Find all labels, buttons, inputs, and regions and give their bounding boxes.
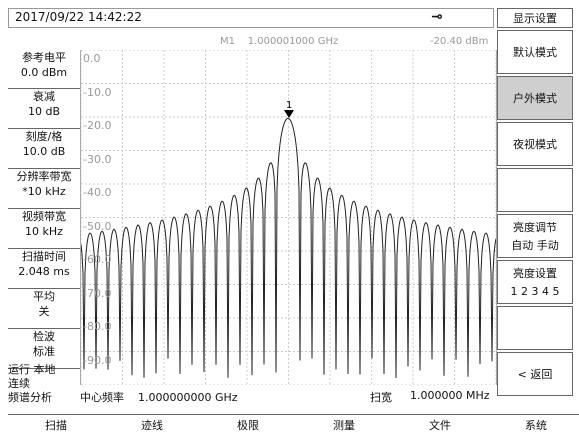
vbw[interactable]: 视频带宽 10 kHz bbox=[8, 209, 80, 249]
y-label: -50.0 bbox=[83, 220, 111, 233]
plug-icon: ⊸ bbox=[431, 9, 443, 25]
y-label: -20.0 bbox=[83, 119, 111, 132]
tab-sweep[interactable]: 扫描 bbox=[8, 414, 104, 436]
freq-info: 中心频率 1.000000000 GHz 扫宽 1.000000 MHz bbox=[80, 389, 495, 405]
default-mode-button[interactable]: 默认模式 bbox=[497, 30, 573, 74]
rbw[interactable]: 分辨率带宽 *10 kHz bbox=[8, 169, 80, 209]
status-bar: 2017/09/22 14:42:22 ⊸ bbox=[8, 8, 494, 28]
empty-button-2 bbox=[497, 306, 573, 350]
y-label: -40.0 bbox=[83, 186, 111, 199]
tab-file[interactable]: 文件 bbox=[392, 414, 488, 436]
tab-limit[interactable]: 极限 bbox=[200, 414, 296, 436]
svg-text:1: 1 bbox=[286, 100, 292, 111]
scale-div[interactable]: 刻度/格 10.0 dB bbox=[8, 129, 80, 169]
brightness-adjust[interactable]: 亮度调节 自动 手动 bbox=[497, 214, 573, 258]
right-menu: 显示设置 默认模式 户外模式 夜视模式 亮度调节 自动 手动 亮度设置 1 2 3 … bbox=[497, 8, 573, 398]
y-label: -70.0 bbox=[83, 287, 111, 300]
y-label: -60.0 bbox=[83, 253, 111, 266]
average[interactable]: 平均关 bbox=[8, 289, 80, 329]
attenuation[interactable]: 衰减 10 dB bbox=[8, 89, 80, 129]
menu-title: 显示设置 bbox=[497, 8, 573, 28]
ref-level[interactable]: 参考电平 0.0 dBm bbox=[8, 50, 80, 89]
y-label: 0.0 bbox=[83, 52, 101, 65]
y-label: -30.0 bbox=[83, 153, 111, 166]
back-button[interactable]: < 返回 bbox=[497, 352, 573, 396]
tab-measure[interactable]: 测量 bbox=[296, 414, 392, 436]
tab-system[interactable]: 系统 bbox=[488, 414, 579, 436]
run-status: 运行 本地 连续 频谱分析 bbox=[8, 363, 80, 405]
left-panel: 参考电平 0.0 dBm 衰减 10 dB 刻度/格 10.0 dB 分辨率带宽 *10… bbox=[8, 50, 80, 369]
marker-label: M1 1.000001000 GHz bbox=[220, 36, 338, 47]
spectrum-plot: 1 bbox=[80, 50, 497, 385]
outdoor-mode-button[interactable]: 户外模式 bbox=[497, 76, 573, 120]
y-label: -80.0 bbox=[83, 320, 111, 333]
bottom-menu: 扫描 迹线 极限 测量 文件 系统 bbox=[0, 408, 579, 435]
marker-amp: -20.40 dBm bbox=[430, 36, 488, 47]
brightness-setting[interactable]: 亮度设置 1 2 3 4 5 bbox=[497, 260, 573, 304]
night-mode-button[interactable]: 夜视模式 bbox=[497, 122, 573, 166]
sweep-time[interactable]: 扫描时间 2.048 ms bbox=[8, 249, 80, 289]
tab-trace[interactable]: 迹线 bbox=[104, 414, 200, 436]
y-label: -10.0 bbox=[83, 86, 111, 99]
empty-button bbox=[497, 168, 573, 212]
y-label: -90.0 bbox=[83, 354, 111, 367]
datetime: 2017/09/22 14:42:22 bbox=[15, 10, 142, 24]
